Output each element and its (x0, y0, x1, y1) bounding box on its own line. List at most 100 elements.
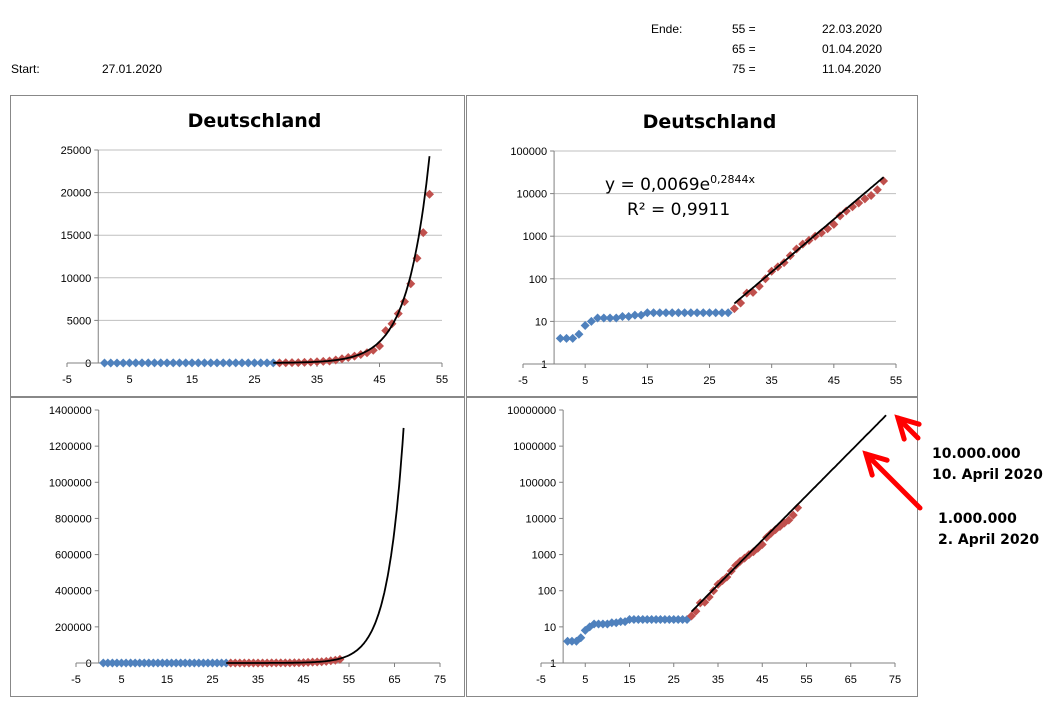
x-tick-label: 55 (436, 374, 448, 386)
data-point-blue (212, 358, 222, 368)
data-point-blue (121, 658, 131, 668)
data-point-red (709, 586, 719, 596)
x-tick-label: 25 (206, 674, 218, 686)
chart-2: 1 10 100 1000 10000 100000 -5 5 15 25 35 45 55 Deutsc… (510, 111, 902, 387)
chart-title: Deutschland (643, 111, 777, 133)
data-point-blue (555, 333, 565, 343)
data-point-red (784, 515, 794, 525)
data-point-blue (175, 358, 184, 368)
x-tick-label: 35 (252, 674, 264, 686)
data-point-blue (189, 658, 199, 668)
data-point-blue (237, 358, 247, 368)
data-point-blue (137, 358, 147, 368)
trend-line (226, 427, 405, 664)
data-point-blue (599, 313, 609, 323)
end-date-55: 22.03.2020 (822, 22, 883, 36)
data-point-blue (243, 358, 253, 368)
annotation-ten-million-value: 10.000.000 (932, 446, 1021, 462)
data-point-blue (698, 308, 708, 318)
data-point-blue (574, 329, 584, 339)
chart-panel-log-top (466, 95, 918, 397)
x-tick-label: 5 (582, 674, 588, 686)
y-tick-label: 1000 (532, 550, 556, 562)
chart-title: Deutschland (188, 110, 322, 132)
data-point-blue (103, 658, 113, 668)
data-point-red (841, 206, 851, 216)
data-point-blue (605, 313, 615, 323)
data-point-blue (187, 358, 197, 368)
data-point-blue (203, 658, 213, 668)
data-point-blue (98, 658, 108, 668)
x-tick-label: 35 (766, 375, 778, 387)
data-point-blue (130, 658, 140, 668)
arrow-shaft (863, 451, 923, 511)
end-date-75: 11.04.2020 (822, 62, 882, 76)
data-point-blue (208, 658, 217, 668)
y-tick-label: 10000 (61, 273, 92, 285)
chart-panel-linear-top (10, 95, 465, 397)
annotation-one-million: 1.000.000 2. April 2020 (938, 509, 1039, 551)
data-point-red (788, 510, 798, 520)
y-tick-label: 1000000 (49, 477, 92, 489)
data-point-blue (580, 321, 590, 331)
y-tick-label: 20000 (61, 188, 92, 200)
data-point-blue (705, 308, 714, 318)
y-tick-label: 0 (86, 658, 92, 670)
data-point-blue (150, 358, 159, 368)
x-tick-label: 15 (623, 674, 635, 686)
trend-line (690, 414, 887, 613)
data-point-blue (262, 358, 272, 368)
data-point-blue (198, 658, 208, 668)
data-point-blue (661, 308, 671, 318)
data-point-blue (617, 312, 627, 322)
data-point-blue (118, 358, 128, 368)
data-point-blue (562, 333, 572, 343)
data-point-blue (212, 658, 222, 668)
x-tick-label: 15 (161, 674, 173, 686)
arrow-one-million (862, 450, 923, 511)
data-point-blue (126, 658, 136, 668)
x-tick-label: 25 (248, 374, 260, 386)
x-tick-label: 15 (641, 375, 653, 387)
annotation-one-million-date: 2. April 2020 (938, 532, 1040, 548)
chart-panel-linear-bottom (10, 397, 465, 697)
data-point-red (425, 189, 434, 199)
data-point-blue (686, 308, 696, 318)
end-date-65: 01.04.2020 (822, 42, 883, 56)
data-point-blue (168, 358, 178, 368)
y-tick-label: 100 (529, 274, 547, 286)
data-point-blue (157, 658, 167, 668)
y-tick-label: 10000 (516, 189, 547, 201)
data-point-blue (139, 658, 149, 668)
x-tick-label: 55 (343, 674, 355, 686)
data-point-blue (576, 633, 586, 643)
y-tick-label: 100 (538, 586, 556, 598)
x-tick-label: 45 (297, 674, 309, 686)
data-point-blue (218, 358, 228, 368)
data-point-blue (135, 658, 145, 668)
data-point-red (835, 211, 845, 221)
data-point-blue (112, 358, 122, 368)
arrow-head (862, 450, 890, 478)
y-tick-label: 1 (550, 658, 556, 670)
trend-line (273, 156, 431, 364)
data-point-blue (144, 658, 154, 668)
data-point-blue (723, 308, 733, 318)
data-point-blue (630, 310, 640, 320)
data-point-red (792, 244, 802, 254)
chart-4: 1 10 100 1000 10000 100000 1000000 10000000 -5 5 1… (507, 405, 901, 686)
data-point-blue (711, 308, 721, 318)
x-tick-label: 5 (118, 674, 124, 686)
x-tick-label: 65 (845, 674, 857, 686)
data-point-blue (107, 658, 117, 668)
data-point-blue (148, 658, 158, 668)
data-point-red (866, 191, 876, 201)
data-point-blue (231, 358, 241, 368)
chart-1: 0 5000 10000 15000 20000 25000 -5 5 15 25 35 45 55 De… (61, 110, 448, 386)
annotation-ten-million: 10.000.000 10. April 2020 (932, 444, 1043, 486)
x-tick-label: 15 (186, 374, 198, 386)
data-point-blue (143, 358, 153, 368)
y-tick-label: 10 (535, 316, 547, 328)
data-point-blue (153, 658, 163, 668)
